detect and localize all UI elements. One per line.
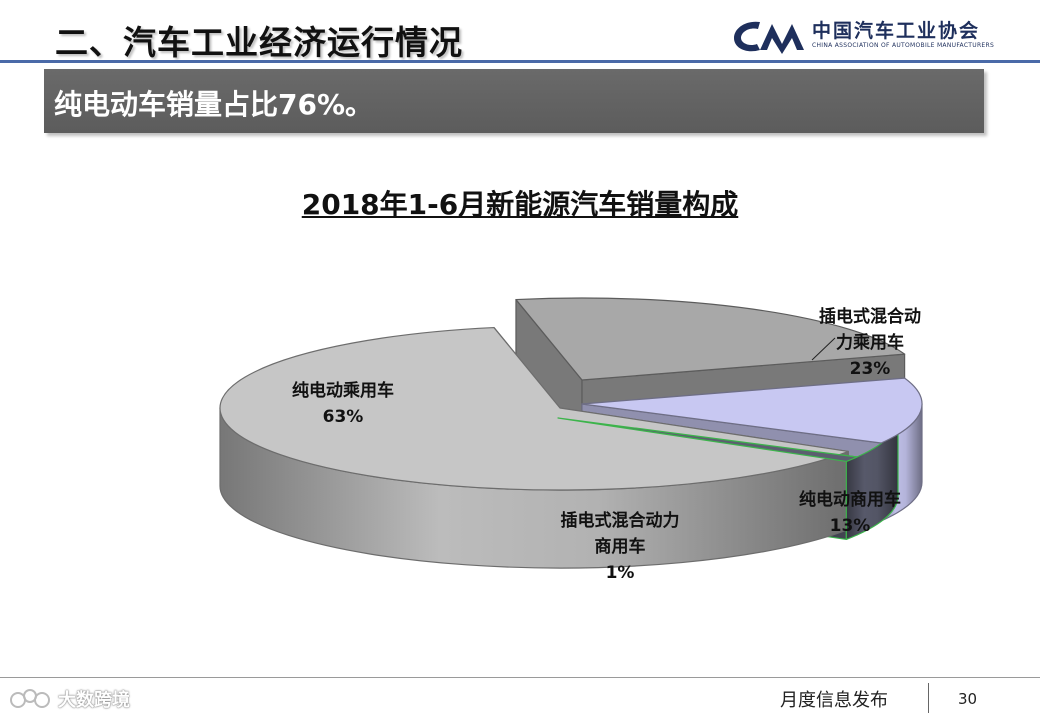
header-divider	[0, 60, 1040, 63]
slice-label-bev-commercial-value: 13%	[829, 516, 871, 536]
footer-separator	[928, 683, 929, 713]
pie-slice-phev-passenger-top	[515, 297, 906, 381]
watermark-text: 大数跨境	[58, 690, 130, 711]
slice-label-phev-passenger-line1: 插电式混合动	[819, 307, 921, 327]
summary-banner: 纯电动车销量占比76%。	[44, 69, 984, 133]
chart-title: 2018年1-6月新能源汽车销量构成	[301, 188, 739, 221]
slice-label-bev-commercial-name: 纯电动商用车	[799, 490, 901, 510]
logo-name: 中国汽车工业协会	[812, 20, 981, 42]
slice-label-phev-passenger-value: 23%	[849, 359, 891, 379]
page-number: 30	[958, 690, 978, 708]
slice-label-bev-passenger-value: 63%	[322, 407, 364, 427]
slice-label-bev-passenger: 纯电动乘用车 63%	[268, 378, 418, 430]
leader-line-phev-passenger	[811, 337, 836, 361]
watermark-logo-icon	[10, 689, 50, 708]
slice-label-phev-commercial-line2: 商用车	[594, 537, 646, 557]
cam-logo-mark-icon	[734, 21, 804, 54]
slice-label-phev-passenger-line2: 力乘用车	[836, 333, 904, 353]
slice-label-phev-commercial: 插电式混合动力 商用车 1%	[530, 508, 710, 586]
slice-label-phev-passenger: 插电式混合动 力乘用车 23%	[795, 304, 945, 382]
watermark: 大数跨境	[8, 685, 148, 713]
slice-label-phev-commercial-value: 1%	[605, 563, 635, 583]
footer-divider	[0, 677, 1040, 678]
pie-slice-bev-commercial-top	[581, 377, 923, 444]
page-title: 二、汽车工业经济运行情况	[55, 23, 463, 62]
slice-label-bev-passenger-name: 纯电动乘用车	[292, 381, 394, 401]
footer-title: 月度信息发布	[780, 690, 888, 711]
logo-subtitle: CHINA ASSOCIATION OF AUTOMOBILE MANUFACT…	[812, 42, 995, 49]
pie-slice-phev-commercial-top	[557, 417, 858, 463]
slice-label-phev-commercial-line1: 插电式混合动力	[560, 511, 680, 531]
pie-slice-bev-passenger-top	[219, 326, 849, 491]
summary-banner-text: 纯电动车销量占比76%。	[54, 88, 374, 121]
slice-label-bev-commercial: 纯电动商用车 13%	[775, 487, 925, 539]
cam-logo: 中国汽车工业协会 CHINA ASSOCIATION OF AUTOMOBILE…	[730, 14, 1000, 58]
